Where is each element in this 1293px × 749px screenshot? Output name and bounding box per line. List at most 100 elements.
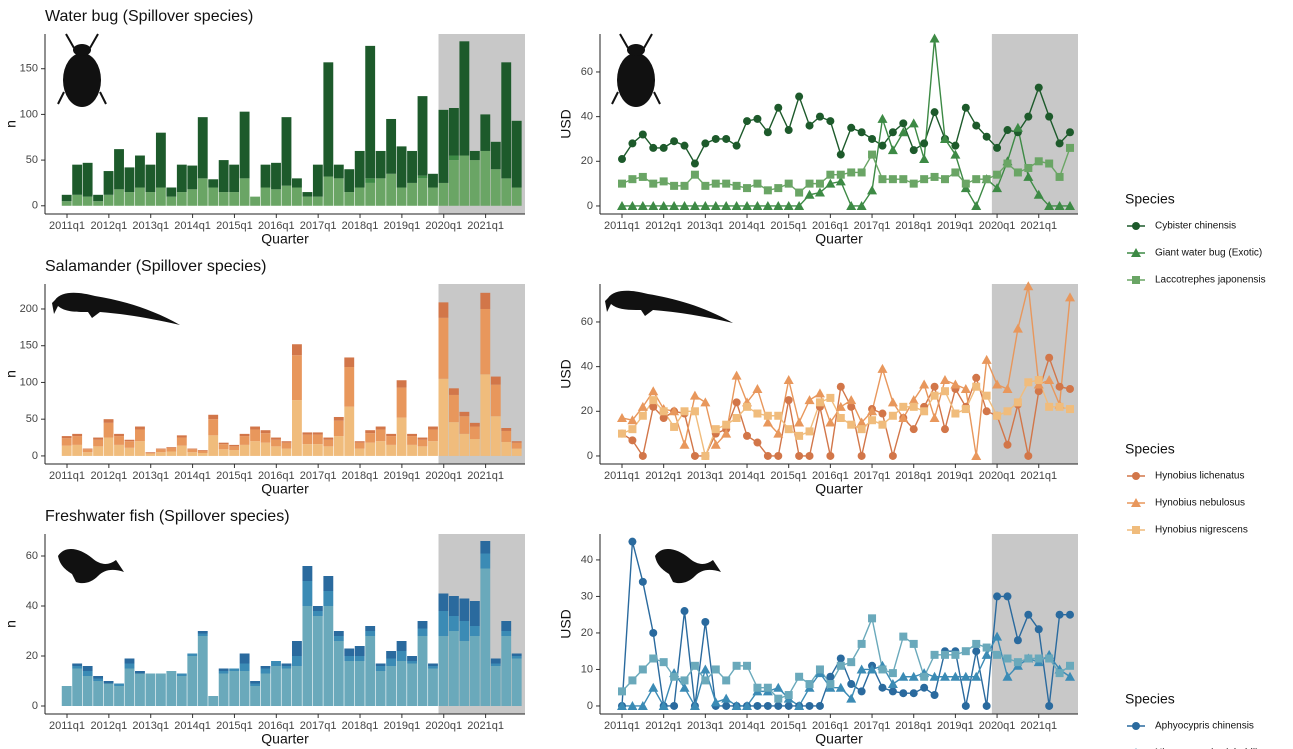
bar-segment	[323, 62, 333, 176]
x-tick-label: 2020q1	[979, 470, 1016, 482]
bar-segment	[386, 434, 396, 436]
bar-segment	[344, 656, 354, 661]
bar-segment	[323, 576, 333, 591]
bar-segment	[282, 669, 292, 707]
bar-segment	[156, 188, 166, 206]
bar-segment	[72, 664, 82, 667]
point	[826, 171, 834, 179]
bar-segment	[198, 631, 208, 634]
point	[618, 155, 626, 163]
x-tick-label: 2016q1	[812, 470, 849, 482]
icon-body	[617, 53, 655, 107]
bar-segment	[282, 186, 292, 206]
point	[931, 108, 939, 116]
bar-segment	[334, 417, 344, 421]
bar-segment	[125, 167, 135, 192]
bar-segment	[250, 197, 260, 206]
bar-segment	[166, 452, 176, 456]
bar-segment	[418, 438, 428, 440]
bar-segment	[62, 446, 72, 456]
legend-marker	[1132, 472, 1140, 480]
bar-segment	[83, 163, 93, 197]
bar-segment	[512, 656, 522, 659]
x-tick-label: 2016q1	[812, 220, 849, 232]
point	[1003, 160, 1011, 168]
point	[1056, 611, 1064, 619]
bar-segment	[62, 436, 72, 438]
bar-segment	[271, 446, 281, 456]
point	[962, 104, 970, 112]
bar-segment	[501, 428, 511, 431]
bar-segment	[219, 444, 229, 449]
point	[1024, 164, 1032, 172]
x-tick-label: 2018q1	[895, 220, 932, 232]
bar-segment	[355, 188, 365, 206]
bar-segment	[198, 178, 208, 205]
legend-label: Hynobius nebulosus	[1155, 498, 1245, 509]
y-tick-label: 50	[26, 413, 38, 425]
bar-segment	[208, 419, 218, 435]
point	[868, 135, 876, 143]
x-tick-label: 2020q1	[425, 720, 462, 732]
point	[701, 618, 709, 626]
point	[1066, 144, 1074, 152]
bar-segment	[229, 165, 239, 192]
bar-segment	[114, 436, 124, 445]
bar-segment	[355, 656, 365, 661]
point	[617, 413, 627, 422]
point	[618, 687, 626, 695]
bar-segment	[407, 664, 417, 707]
point	[1024, 655, 1032, 663]
point	[691, 407, 699, 415]
point	[670, 182, 678, 190]
x-tick-label: 2012q1	[645, 220, 682, 232]
point	[1035, 157, 1043, 165]
bar-segment	[250, 429, 260, 441]
point	[785, 702, 793, 710]
bar-segment	[302, 435, 312, 445]
point	[826, 117, 834, 125]
point	[816, 398, 824, 406]
point	[660, 144, 668, 152]
point	[1024, 611, 1032, 619]
bar-segment	[93, 681, 103, 706]
point	[888, 679, 898, 688]
point	[648, 683, 658, 692]
bar-segment	[491, 664, 501, 667]
point	[858, 128, 866, 136]
bar-segment	[397, 418, 407, 456]
bar-segment	[501, 631, 511, 636]
point	[858, 452, 866, 460]
bar-segment	[125, 441, 135, 448]
bar-segment	[459, 41, 469, 155]
bar-segment	[114, 149, 124, 189]
point	[733, 398, 741, 406]
y-axis-label: USD	[558, 109, 574, 139]
point	[1003, 407, 1011, 415]
point	[889, 452, 897, 460]
point	[764, 128, 772, 136]
y-axis-label: n	[3, 120, 19, 128]
legend-marker	[1132, 526, 1140, 534]
point	[712, 665, 720, 673]
bar-segment	[187, 449, 197, 452]
bar-segment	[187, 656, 197, 706]
point	[628, 139, 636, 147]
bar-segment	[480, 569, 490, 707]
y-axis-label: USD	[558, 609, 574, 639]
point	[909, 118, 919, 127]
bar-segment	[313, 432, 323, 434]
figure: Water bug (Spillover species)nQuarter050…	[0, 0, 1293, 749]
bar-segment	[104, 195, 114, 206]
x-tick-label: 2013q1	[687, 220, 724, 232]
point	[753, 702, 761, 710]
point	[837, 662, 845, 670]
point	[983, 175, 991, 183]
bar-segment	[166, 671, 176, 706]
x-tick-label: 2013q1	[687, 470, 724, 482]
bar-segment	[271, 163, 281, 189]
point	[877, 114, 887, 123]
bar-segment	[104, 423, 114, 438]
point	[889, 412, 897, 420]
bar-segment	[449, 160, 459, 206]
